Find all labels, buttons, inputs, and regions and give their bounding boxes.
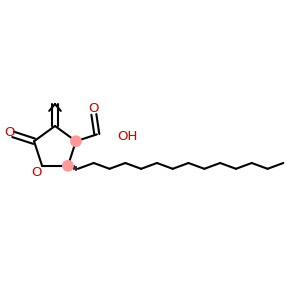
- Text: OH: OH: [117, 130, 137, 143]
- Text: O: O: [4, 126, 14, 139]
- Circle shape: [63, 160, 73, 171]
- Circle shape: [71, 136, 81, 146]
- Text: O: O: [31, 166, 41, 179]
- Text: O: O: [88, 102, 99, 116]
